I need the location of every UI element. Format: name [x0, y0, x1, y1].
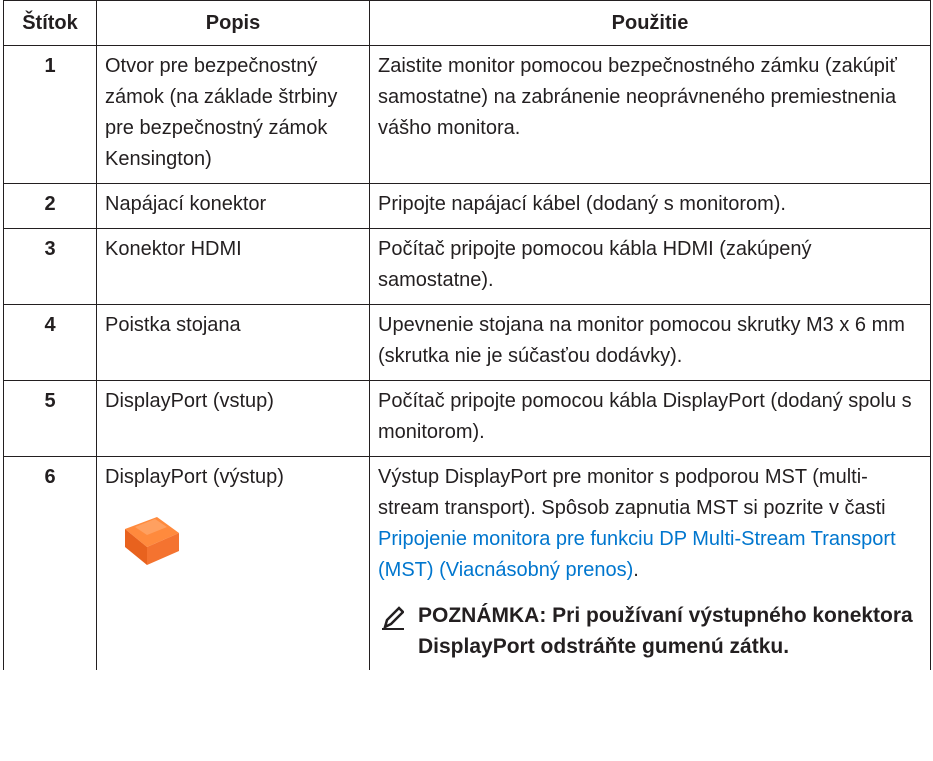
header-cell: Použitie	[369, 0, 931, 46]
note-text: POZNÁMKA: Pri používaní výstupného konek…	[418, 604, 913, 658]
note: POZNÁMKA: Pri používaní výstupného konek…	[378, 600, 922, 662]
label: 4	[3, 304, 97, 381]
description: Otvor pre bezpečnostný zámok (na základe…	[96, 45, 370, 184]
usage: Pripojte napájací kábel (dodaný s monito…	[369, 183, 931, 229]
row: 3 Konektor HDMI Počítač pripojte pomocou…	[3, 228, 931, 305]
spec-table: Štítok Popis Použitie 1 Otvor pre bezpeč…	[3, 0, 931, 670]
description: Napájací konektor	[96, 183, 370, 229]
usage: Zaistite monitor pomocou bezpečnostného …	[369, 45, 931, 184]
row: 5 DisplayPort (vstup) Počítač pripojte p…	[3, 380, 931, 457]
usage: Počítač pripojte pomocou kábla DisplayPo…	[369, 380, 931, 457]
description-cell: DisplayPort (výstup)	[96, 456, 370, 670]
usage-end: .	[633, 559, 639, 581]
label: 3	[3, 228, 97, 305]
row: 4 Poistka stojana Upevnenie stojana na m…	[3, 304, 931, 381]
label: 6	[3, 456, 97, 670]
description: Konektor HDMI	[96, 228, 370, 305]
usage: Počítač pripojte pomocou kábla HDMI (zak…	[369, 228, 931, 305]
usage-cell: Výstup DisplayPort pre monitor s podporo…	[369, 456, 931, 670]
label: 2	[3, 183, 97, 229]
description: DisplayPort (výstup)	[105, 466, 284, 488]
note-icon	[382, 606, 404, 630]
row: 6 DisplayPort (výstup) Výstup DisplayPor…	[3, 456, 931, 670]
header-cell: Štítok	[3, 0, 97, 46]
usage: Upevnenie stojana na monitor pomocou skr…	[369, 304, 931, 381]
description: DisplayPort (vstup)	[96, 380, 370, 457]
description: Poistka stojana	[96, 304, 370, 381]
row: 1 Otvor pre bezpečnostný zámok (na zákla…	[3, 45, 931, 184]
usage: Výstup DisplayPort pre monitor s podporo…	[378, 466, 886, 519]
header-row: Štítok Popis Použitie	[3, 0, 931, 46]
label: 5	[3, 380, 97, 457]
row: 2 Napájací konektor Pripojte napájací ká…	[3, 183, 931, 229]
label: 1	[3, 45, 97, 184]
rubber-plug-icon	[125, 517, 179, 565]
cross-reference-link[interactable]: Pripojenie monitora pre funkciu DP Multi…	[378, 528, 896, 581]
header-cell: Popis	[96, 0, 370, 46]
